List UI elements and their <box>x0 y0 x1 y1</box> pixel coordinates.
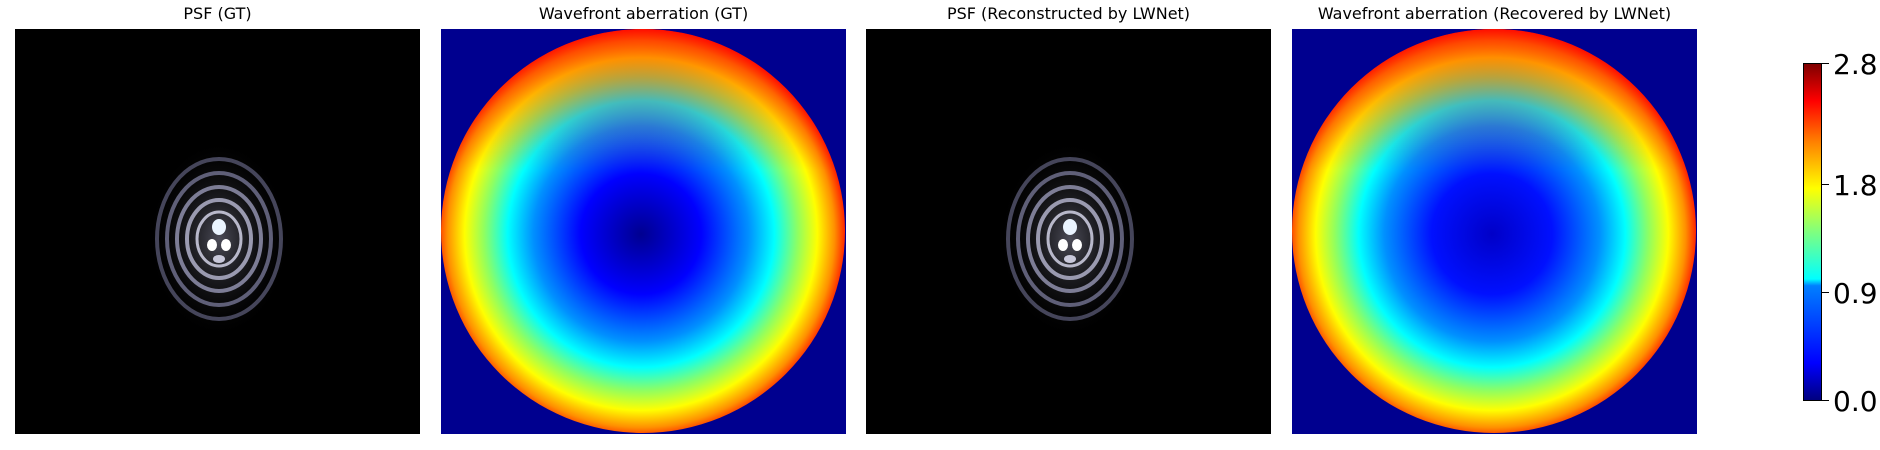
colorbar-tick <box>1822 184 1829 185</box>
colorbar-tick <box>1822 400 1829 401</box>
colorbar-tick-label: 1.8 <box>1833 169 1878 202</box>
psf-gt-image <box>15 29 420 434</box>
colorbar-tick-label: 0.9 <box>1833 277 1878 310</box>
panel-title-psf-gt: PSF (GT) <box>183 4 252 23</box>
colorbar-tick-label: 0.0 <box>1833 385 1878 418</box>
colorbar-tick-label: 2.8 <box>1833 48 1878 81</box>
colorbar-tick <box>1822 292 1829 293</box>
wavefront-recovered-image <box>1292 29 1697 434</box>
panel-title-psf-reconstructed: PSF (Reconstructed by LWNet) <box>946 4 1191 23</box>
psf-reconstructed-image <box>866 29 1271 434</box>
wavefront-gt-image <box>441 29 846 434</box>
colorbar <box>1803 63 1822 401</box>
panel-title-wavefront-recovered: Wavefront aberration (Recovered by LWNet… <box>1317 4 1672 23</box>
colorbar-tick <box>1822 63 1829 64</box>
panel-title-wavefront-gt: Wavefront aberration (GT) <box>538 4 749 23</box>
